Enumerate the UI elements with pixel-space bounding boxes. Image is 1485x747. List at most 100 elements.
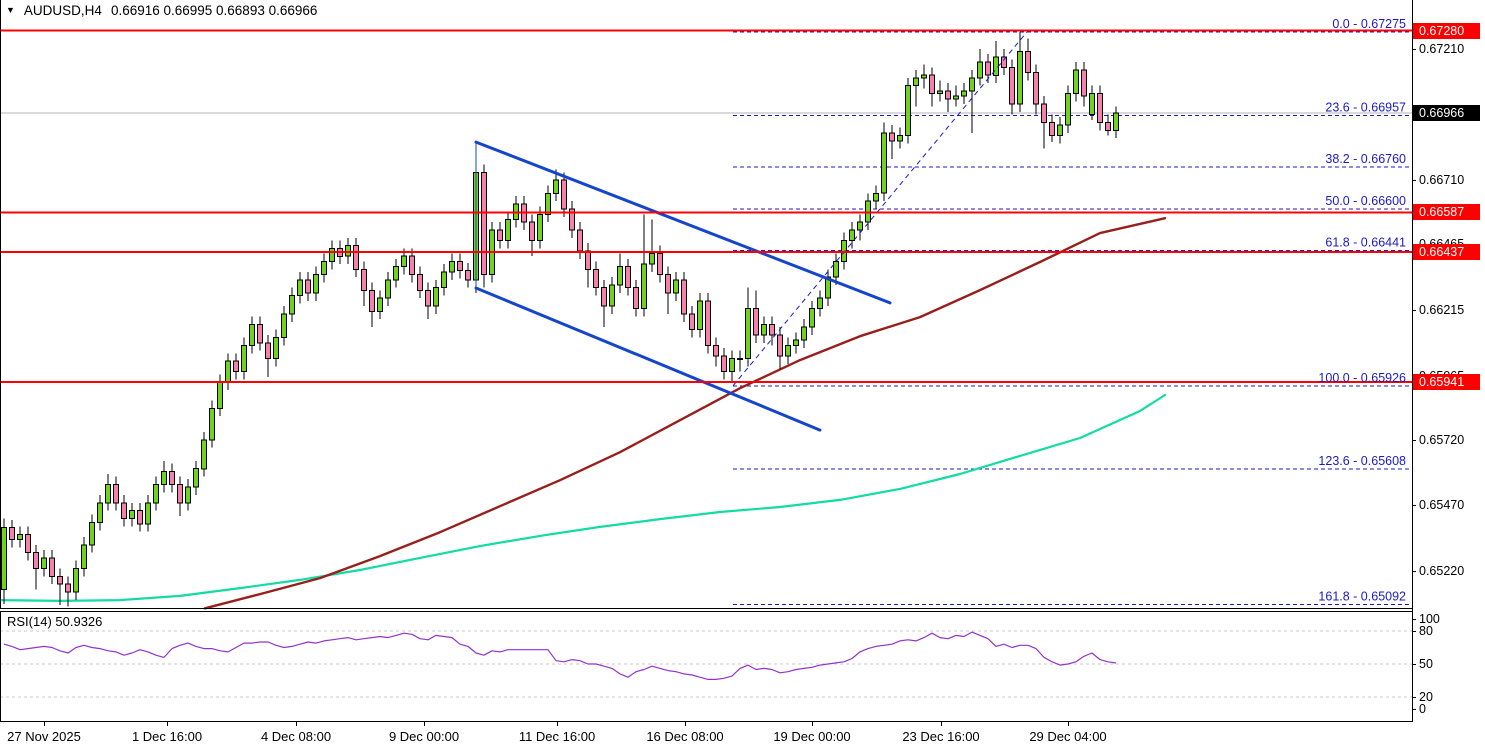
rsi-scale-label: 20 [1419,690,1433,704]
time-tick-label: 4 Dec 08:00 [260,729,332,744]
candle-body [105,483,111,504]
rsi-tick-mark [1412,709,1416,710]
candle [529,214,535,257]
candle [1009,59,1015,115]
candle-body [449,261,455,273]
candle-body [113,483,119,504]
candle [81,536,87,577]
candle-body [761,323,767,336]
candle [161,460,167,493]
candle-body [729,358,735,373]
candle-body [281,313,287,338]
candle [41,550,47,577]
price-tick-label: 0.67210 [1419,42,1465,56]
candle-body [689,313,695,331]
candle-body [1097,93,1103,123]
candle [289,287,295,322]
candle [241,337,247,380]
candle [1025,38,1031,81]
candle [601,279,607,328]
candle-body [945,90,951,100]
rsi-scale-label: 100 [1419,612,1440,626]
candle [393,258,399,288]
candle-body [1113,112,1119,131]
candle-body [369,289,375,312]
candle [577,222,583,259]
candle-body [17,533,23,540]
candle [593,261,599,296]
candle-body [9,527,15,541]
candle-body [41,557,47,569]
price-tick-mark [1412,440,1416,441]
main-chart-canvas[interactable]: 0.0 - 0.67275 23.6 - 0.66957 38.2 - 0.6676… [0,0,1412,610]
candle [881,122,887,202]
candle [681,272,687,322]
candle-body [137,510,143,525]
candle-body [681,279,687,315]
candle [1113,106,1119,139]
candle [817,290,823,317]
candle-body [505,219,511,241]
rsi-pane-canvas[interactable] [0,611,1412,723]
candle-body [353,245,359,270]
candle [897,127,903,149]
candle-body [849,229,855,241]
candle-body [361,268,367,291]
candle [113,476,119,511]
candle-body [217,381,223,409]
candle [49,550,55,585]
time-tick-label: 19 Dec 00:00 [773,729,851,744]
candle [961,83,967,105]
candle [1089,85,1095,120]
candle [745,287,751,367]
candle [425,282,431,320]
candle [625,258,631,296]
candle [769,316,775,346]
time-tick-label: 11 Dec 16:00 [518,729,596,744]
price-tick-label: 0.65220 [1419,564,1465,578]
candle-body [297,279,303,296]
candle [721,348,727,380]
candle-body [1065,93,1071,126]
candle [201,432,207,477]
time-axis[interactable]: 27 Nov 2025 1 Dec 16:00 4 Dec 08:00 9 Dec 0… [0,722,1412,747]
candle [433,279,439,314]
candle-body [889,132,895,142]
candle [153,476,159,511]
candle [705,293,711,354]
candle [737,350,743,372]
candle [857,214,863,241]
price-tick-label: 0.66710 [1419,173,1465,187]
candle [321,253,327,283]
candle [793,332,799,354]
sr-price-box: 0.66587 [1413,204,1480,220]
candle [849,222,855,249]
candle-body [809,308,815,328]
candle-body [209,407,215,441]
collapse-quotes-icon[interactable]: ▼ [6,5,15,15]
time-tick-label: 29 Dec 04:00 [1029,729,1107,744]
candle-body [913,77,919,87]
candle [57,568,63,606]
time-tick-mark [44,722,45,726]
candle-body [905,85,911,136]
candle [905,77,911,144]
price-axis[interactable]: 0.672100.667100.664650.662150.659650.657… [1412,0,1485,747]
candle-body [657,253,663,276]
price-axis-separator [1412,0,1413,722]
candle-body [561,179,567,210]
candle [17,526,23,548]
candle-body [97,502,103,523]
candle-body [537,213,543,242]
candle [777,327,783,369]
candle [441,264,447,296]
candle [257,316,263,351]
candle [937,80,943,102]
candle-body [793,339,799,346]
candle [361,261,367,307]
price-tick-label: 0.65720 [1419,433,1465,447]
channel-upper-line [474,140,892,305]
sr-price-box: 0.66437 [1413,244,1480,260]
candle [137,502,143,532]
candle [273,329,279,367]
